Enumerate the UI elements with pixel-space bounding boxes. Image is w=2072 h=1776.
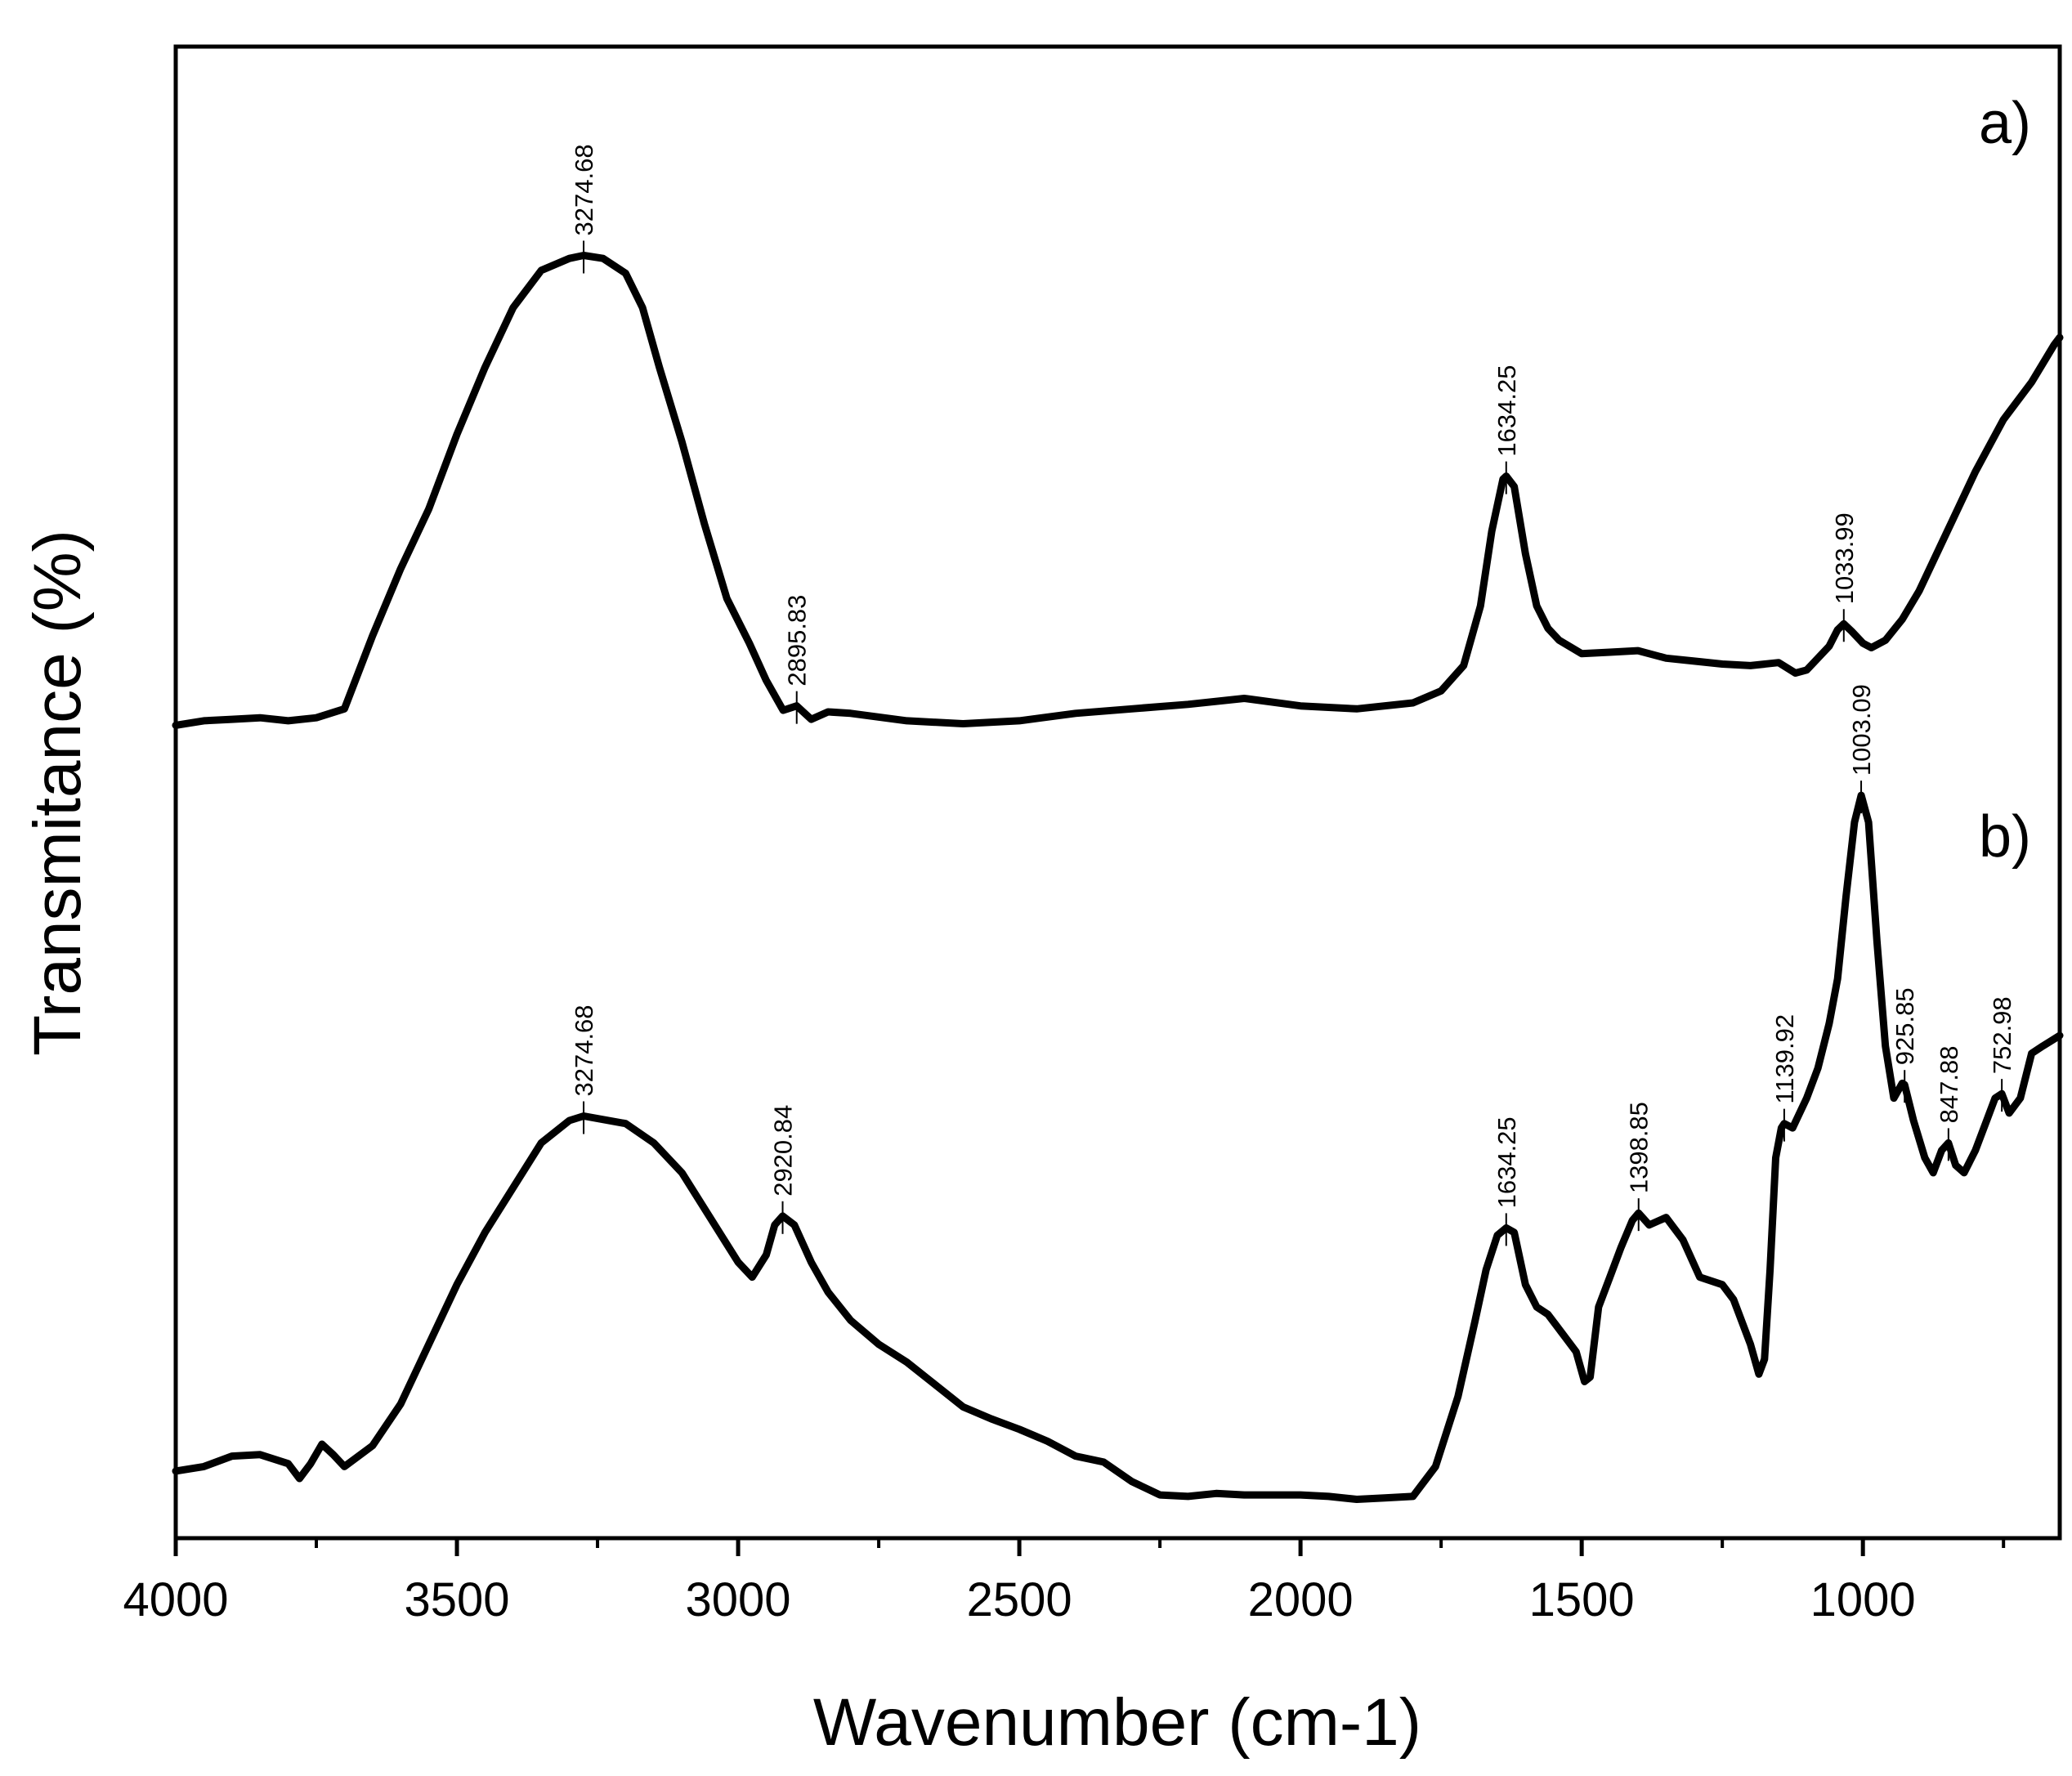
peak-label: 752.98 (1988, 996, 2016, 1074)
peak-label: 1634.25 (1492, 365, 1521, 457)
peak-label: 925.85 (1891, 987, 1919, 1065)
peak-annotation: 1003.09 (1847, 684, 1876, 814)
peak-annotation: 1634.25 (1492, 365, 1521, 494)
panel-labels: a) b) (1979, 91, 2031, 870)
peak-annotation: 3274.68 (570, 1004, 598, 1134)
peak-label: 1634.25 (1492, 1116, 1521, 1208)
peak-label: 1033.99 (1830, 512, 1859, 604)
peak-annotations: 3274.68 2895.83 1634.25 1033.99 3274.68 2920.… (570, 144, 2016, 1246)
peak-label: 1139.92 (1770, 1014, 1799, 1104)
peak-annotation: 1634.25 (1492, 1116, 1521, 1246)
peak-label: 1003.09 (1847, 684, 1876, 776)
peak-annotation: 925.85 (1891, 987, 1919, 1103)
series-line-a (172, 252, 2064, 729)
x-tick-label: 1500 (1529, 1573, 1635, 1626)
panel-label-b: b) (1979, 804, 2031, 870)
y-axis-label: Transmitance (%) (20, 530, 95, 1056)
panel-label-a: a) (1979, 91, 2031, 156)
x-tick-label: 4000 (123, 1573, 228, 1626)
peak-annotation: 1139.92 (1770, 1014, 1799, 1142)
peak-annotation: 3274.68 (570, 144, 598, 274)
peak-annotation: 2895.83 (783, 595, 812, 724)
x-tick-label: 3000 (686, 1573, 791, 1626)
x-tick-label: 2500 (967, 1573, 1072, 1626)
peak-label: 1398.85 (1625, 1102, 1654, 1193)
x-axis-label: Wavenumber (cm-1) (813, 1685, 1421, 1760)
x-tick-label: 2000 (1248, 1573, 1354, 1626)
peak-label: 3274.68 (570, 144, 598, 235)
series-line-b (172, 791, 2064, 1503)
peak-annotation: 2920.84 (769, 1105, 798, 1234)
peak-annotation: 847.88 (1935, 1046, 1963, 1161)
peak-annotation: 1398.85 (1625, 1102, 1654, 1232)
peak-label: 2920.84 (769, 1105, 798, 1197)
plot-frame (173, 44, 2062, 1541)
x-tick-label: 1000 (1810, 1573, 1916, 1626)
series-layer (172, 252, 2064, 1503)
x-tick-label: 3500 (405, 1573, 510, 1626)
peak-label: 3274.68 (570, 1004, 598, 1096)
peak-annotation: 1033.99 (1830, 512, 1859, 642)
peak-annotation: 752.98 (1988, 996, 2016, 1112)
peak-label: 2895.83 (783, 595, 812, 687)
peak-label: 847.88 (1935, 1046, 1963, 1124)
x-axis-ticks: 4000 3500 3000 2500 2000 1500 1000 (123, 1538, 2006, 1626)
